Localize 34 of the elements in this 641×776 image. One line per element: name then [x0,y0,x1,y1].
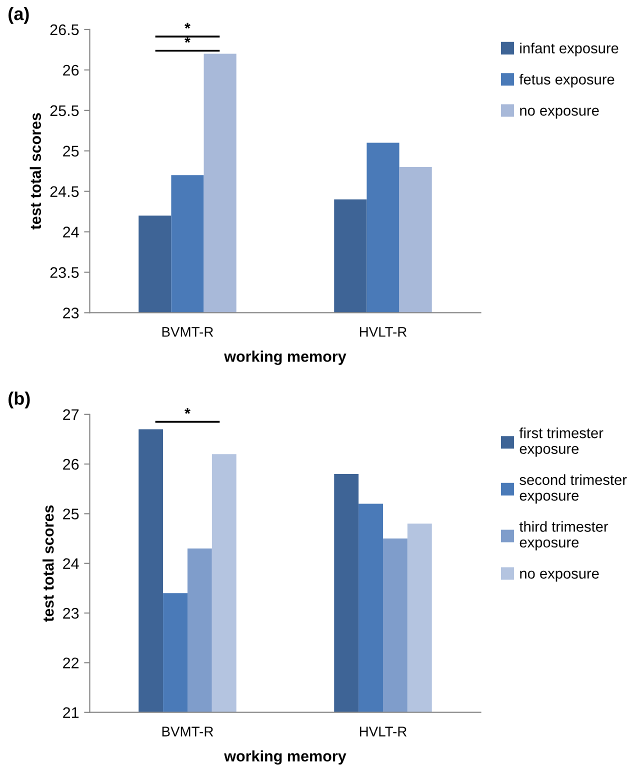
y-tick-label: 27 [63,409,79,420]
y-tick-label: 25 [63,146,79,157]
legend-label: infant exposure [520,42,618,56]
y-tick-label: 23.5 [50,267,79,278]
y-tick-label: 21 [63,707,79,718]
legend-label: second trimester exposure [520,474,627,504]
y-tick-label: 24.5 [50,186,79,198]
y-tick-label: 25 [63,508,79,520]
legend-label: fetus exposure [519,74,614,88]
y-tick-label: 26.5 [50,24,79,36]
legend-label: first trimester exposure [519,428,604,457]
text: * [184,22,190,29]
y-axis-title: test total scores [42,505,54,622]
x-tick-label: BVMT-R [162,327,214,337]
chart-title: (a) [8,6,29,24]
x-tick-label: BVMT-R [162,726,214,736]
legend-label: no exposure [520,570,599,582]
legend-label: no exposure [520,108,599,119]
y-tick-label: 22 [63,658,79,668]
y-axis-title: test total scores [30,113,42,230]
x-axis-title: working memory [224,350,346,365]
y-tick-label: 23 [63,608,79,619]
y-tick-label: 25.5 [50,105,79,116]
x-axis-title: working memory [224,750,346,765]
y-tick-label: 26 [63,458,79,470]
y-tick-label: 26 [63,64,79,76]
y-tick-label: 24 [63,558,79,569]
legend-label: third trimester exposure [519,521,608,550]
y-tick-label: 23 [63,308,79,318]
x-tick-label: HVLT-R [360,327,407,337]
x-tick-label: HVLT-R [360,726,407,736]
y-tick-label: 24 [63,226,79,238]
text: * [184,408,190,414]
chart-title: (b) [8,392,30,408]
